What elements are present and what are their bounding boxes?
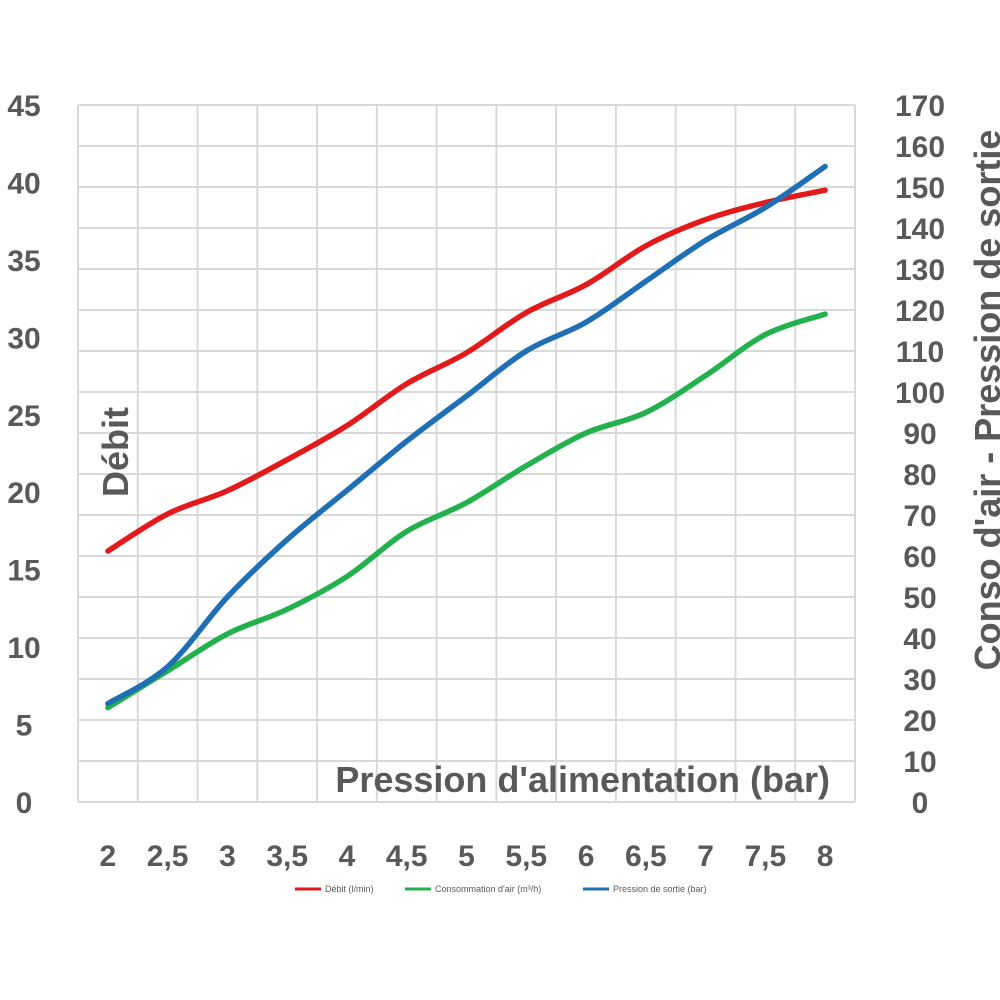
right-tick-label: 60 [903,541,936,574]
legend-item-debit: Débit (l/min) [295,884,374,894]
x-tick-label: 2 [100,840,117,873]
right-tick-label: 40 [903,623,936,656]
right-tick-label: 100 [895,377,945,410]
x-tick-label: 5,5 [505,840,547,873]
right-tick-label: 20 [903,705,936,738]
left-axis-ticks: 0 5 10 15 20 25 30 35 40 45 [7,90,40,820]
left-axis-title: Débit [95,407,136,497]
left-tick-label: 20 [7,477,40,510]
x-tick-label: 4 [339,840,356,873]
x-tick-label: 2,5 [147,840,189,873]
legend-item-consommation: Consommation d'air (m³/h) [405,884,541,894]
x-axis-title: Pression d'alimentation (bar) [335,759,830,800]
right-tick-label: 160 [895,131,945,164]
right-tick-label: 10 [903,746,936,779]
left-tick-label: 40 [7,167,40,200]
left-tick-label: 10 [7,632,40,665]
x-tick-label: 3,5 [266,840,308,873]
right-tick-label: 110 [896,336,944,369]
right-axis-title: Conso d'air - Pression de sortie [967,130,1000,671]
right-tick-label: 130 [895,254,945,287]
x-tick-label: 4,5 [386,840,428,873]
x-tick-label: 7 [697,840,714,873]
legend: Débit (l/min) Consommation d'air (m³/h) Pr… [295,884,707,894]
right-tick-label: 70 [903,500,936,533]
series-pression-sortie-line [105,163,828,707]
right-tick-label: 50 [903,582,936,615]
left-tick-label: 5 [16,710,33,743]
legend-label: Consommation d'air (m³/h) [435,884,541,894]
left-tick-label: 35 [7,245,40,278]
x-tick-label: 8 [817,840,834,873]
x-tick-label: 3 [219,840,236,873]
x-axis-ticks: 2 2,5 3 3,5 4 4,5 5 5,5 6 6,5 7 7,5 8 [100,840,834,873]
series-consommation-line [105,311,828,711]
left-tick-label: 25 [7,400,40,433]
legend-label: Pression de sortie (bar) [613,884,707,894]
right-tick-label: 120 [895,295,945,328]
x-tick-label: 6 [578,840,595,873]
left-tick-label: 15 [7,555,40,588]
legend-label: Débit (l/min) [325,884,374,894]
left-tick-label: 0 [16,787,33,820]
right-tick-label: 170 [895,90,945,123]
right-tick-label: 30 [903,664,936,697]
right-tick-label: 90 [903,418,936,451]
x-tick-label: 6,5 [625,840,667,873]
left-tick-label: 30 [7,322,40,355]
legend-item-pression-sortie: Pression de sortie (bar) [583,884,707,894]
right-tick-label: 0 [912,787,929,820]
right-tick-label: 150 [895,172,945,205]
right-axis-ticks: 0 10 20 30 40 50 60 70 80 90 100 110 120 130 140 150 160… [895,90,945,820]
right-tick-label: 80 [903,459,936,492]
series-debit-line [105,187,828,554]
x-tick-label: 7,5 [744,840,786,873]
grid [77,104,856,803]
right-tick-label: 140 [895,213,945,246]
left-tick-label: 45 [7,90,40,123]
x-tick-label: 5 [458,840,475,873]
series-lines [105,163,828,711]
